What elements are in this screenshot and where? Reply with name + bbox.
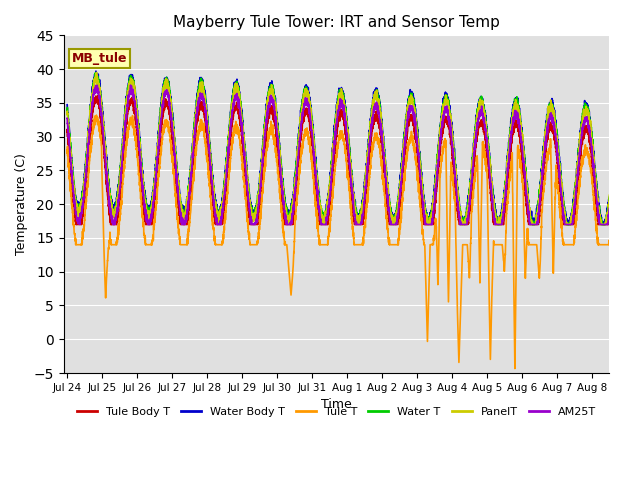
Tule T bbox=[452, 231, 460, 237]
PanelT bbox=[63, 112, 71, 118]
Tule T bbox=[104, 245, 112, 251]
Water T bbox=[558, 187, 566, 193]
Water T bbox=[104, 176, 112, 182]
Water T bbox=[424, 222, 432, 228]
AM25T bbox=[76, 222, 84, 228]
PanelT bbox=[452, 173, 460, 179]
Line: Tule Body T: Tule Body T bbox=[67, 96, 609, 225]
Tule Body T bbox=[63, 129, 71, 135]
Water Body T bbox=[495, 222, 502, 228]
Line: Tule T: Tule T bbox=[67, 115, 609, 369]
Title: Mayberry Tule Tower: IRT and Sensor Temp: Mayberry Tule Tower: IRT and Sensor Temp bbox=[173, 15, 500, 30]
Water T bbox=[207, 154, 214, 159]
Tule Body T bbox=[509, 129, 516, 134]
PanelT bbox=[104, 179, 112, 184]
Tule Body T bbox=[72, 222, 80, 228]
Tule Body T bbox=[104, 202, 112, 208]
AM25T bbox=[207, 166, 214, 171]
X-axis label: Time: Time bbox=[321, 398, 352, 411]
Tule T bbox=[63, 149, 71, 155]
Tule Body T bbox=[452, 189, 460, 195]
AM25T bbox=[605, 205, 613, 211]
Tule T bbox=[93, 112, 100, 118]
Line: PanelT: PanelT bbox=[67, 72, 609, 225]
Tule Body T bbox=[558, 210, 566, 216]
Water Body T bbox=[63, 102, 71, 108]
Water Body T bbox=[104, 180, 112, 186]
Water Body T bbox=[509, 108, 516, 114]
Water Body T bbox=[605, 195, 613, 201]
Line: Water T: Water T bbox=[67, 73, 609, 225]
AM25T bbox=[104, 188, 112, 193]
Tule T bbox=[558, 231, 566, 237]
Tule T bbox=[605, 239, 613, 245]
PanelT bbox=[509, 117, 516, 122]
PanelT bbox=[207, 159, 214, 165]
Water Body T bbox=[92, 68, 100, 74]
Tule Body T bbox=[93, 93, 101, 99]
Tule T bbox=[509, 165, 516, 171]
Tule T bbox=[511, 366, 519, 372]
Tule Body T bbox=[227, 136, 234, 142]
Water T bbox=[605, 194, 613, 200]
Water T bbox=[227, 113, 234, 119]
Water Body T bbox=[227, 109, 234, 115]
PanelT bbox=[354, 222, 362, 228]
AM25T bbox=[127, 82, 134, 88]
Tule T bbox=[207, 197, 214, 203]
AM25T bbox=[227, 123, 234, 129]
Tule T bbox=[227, 156, 234, 161]
Water T bbox=[452, 167, 460, 172]
Line: Water Body T: Water Body T bbox=[67, 71, 609, 225]
PanelT bbox=[558, 191, 566, 197]
PanelT bbox=[605, 192, 613, 198]
Water T bbox=[92, 70, 99, 76]
Text: MB_tule: MB_tule bbox=[72, 52, 127, 65]
Y-axis label: Temperature (C): Temperature (C) bbox=[15, 153, 28, 255]
PanelT bbox=[227, 117, 234, 122]
AM25T bbox=[509, 122, 516, 128]
Water Body T bbox=[452, 164, 460, 170]
Tule Body T bbox=[605, 213, 613, 218]
AM25T bbox=[558, 196, 566, 202]
Water T bbox=[509, 111, 516, 117]
Water Body T bbox=[207, 156, 214, 161]
Line: AM25T: AM25T bbox=[67, 85, 609, 225]
AM25T bbox=[63, 115, 71, 121]
Tule Body T bbox=[207, 182, 214, 188]
AM25T bbox=[452, 179, 460, 184]
Legend: Tule Body T, Water Body T, Tule T, Water T, PanelT, AM25T: Tule Body T, Water Body T, Tule T, Water… bbox=[73, 403, 600, 421]
Water Body T bbox=[558, 181, 566, 187]
PanelT bbox=[93, 70, 100, 75]
Water T bbox=[63, 108, 71, 114]
